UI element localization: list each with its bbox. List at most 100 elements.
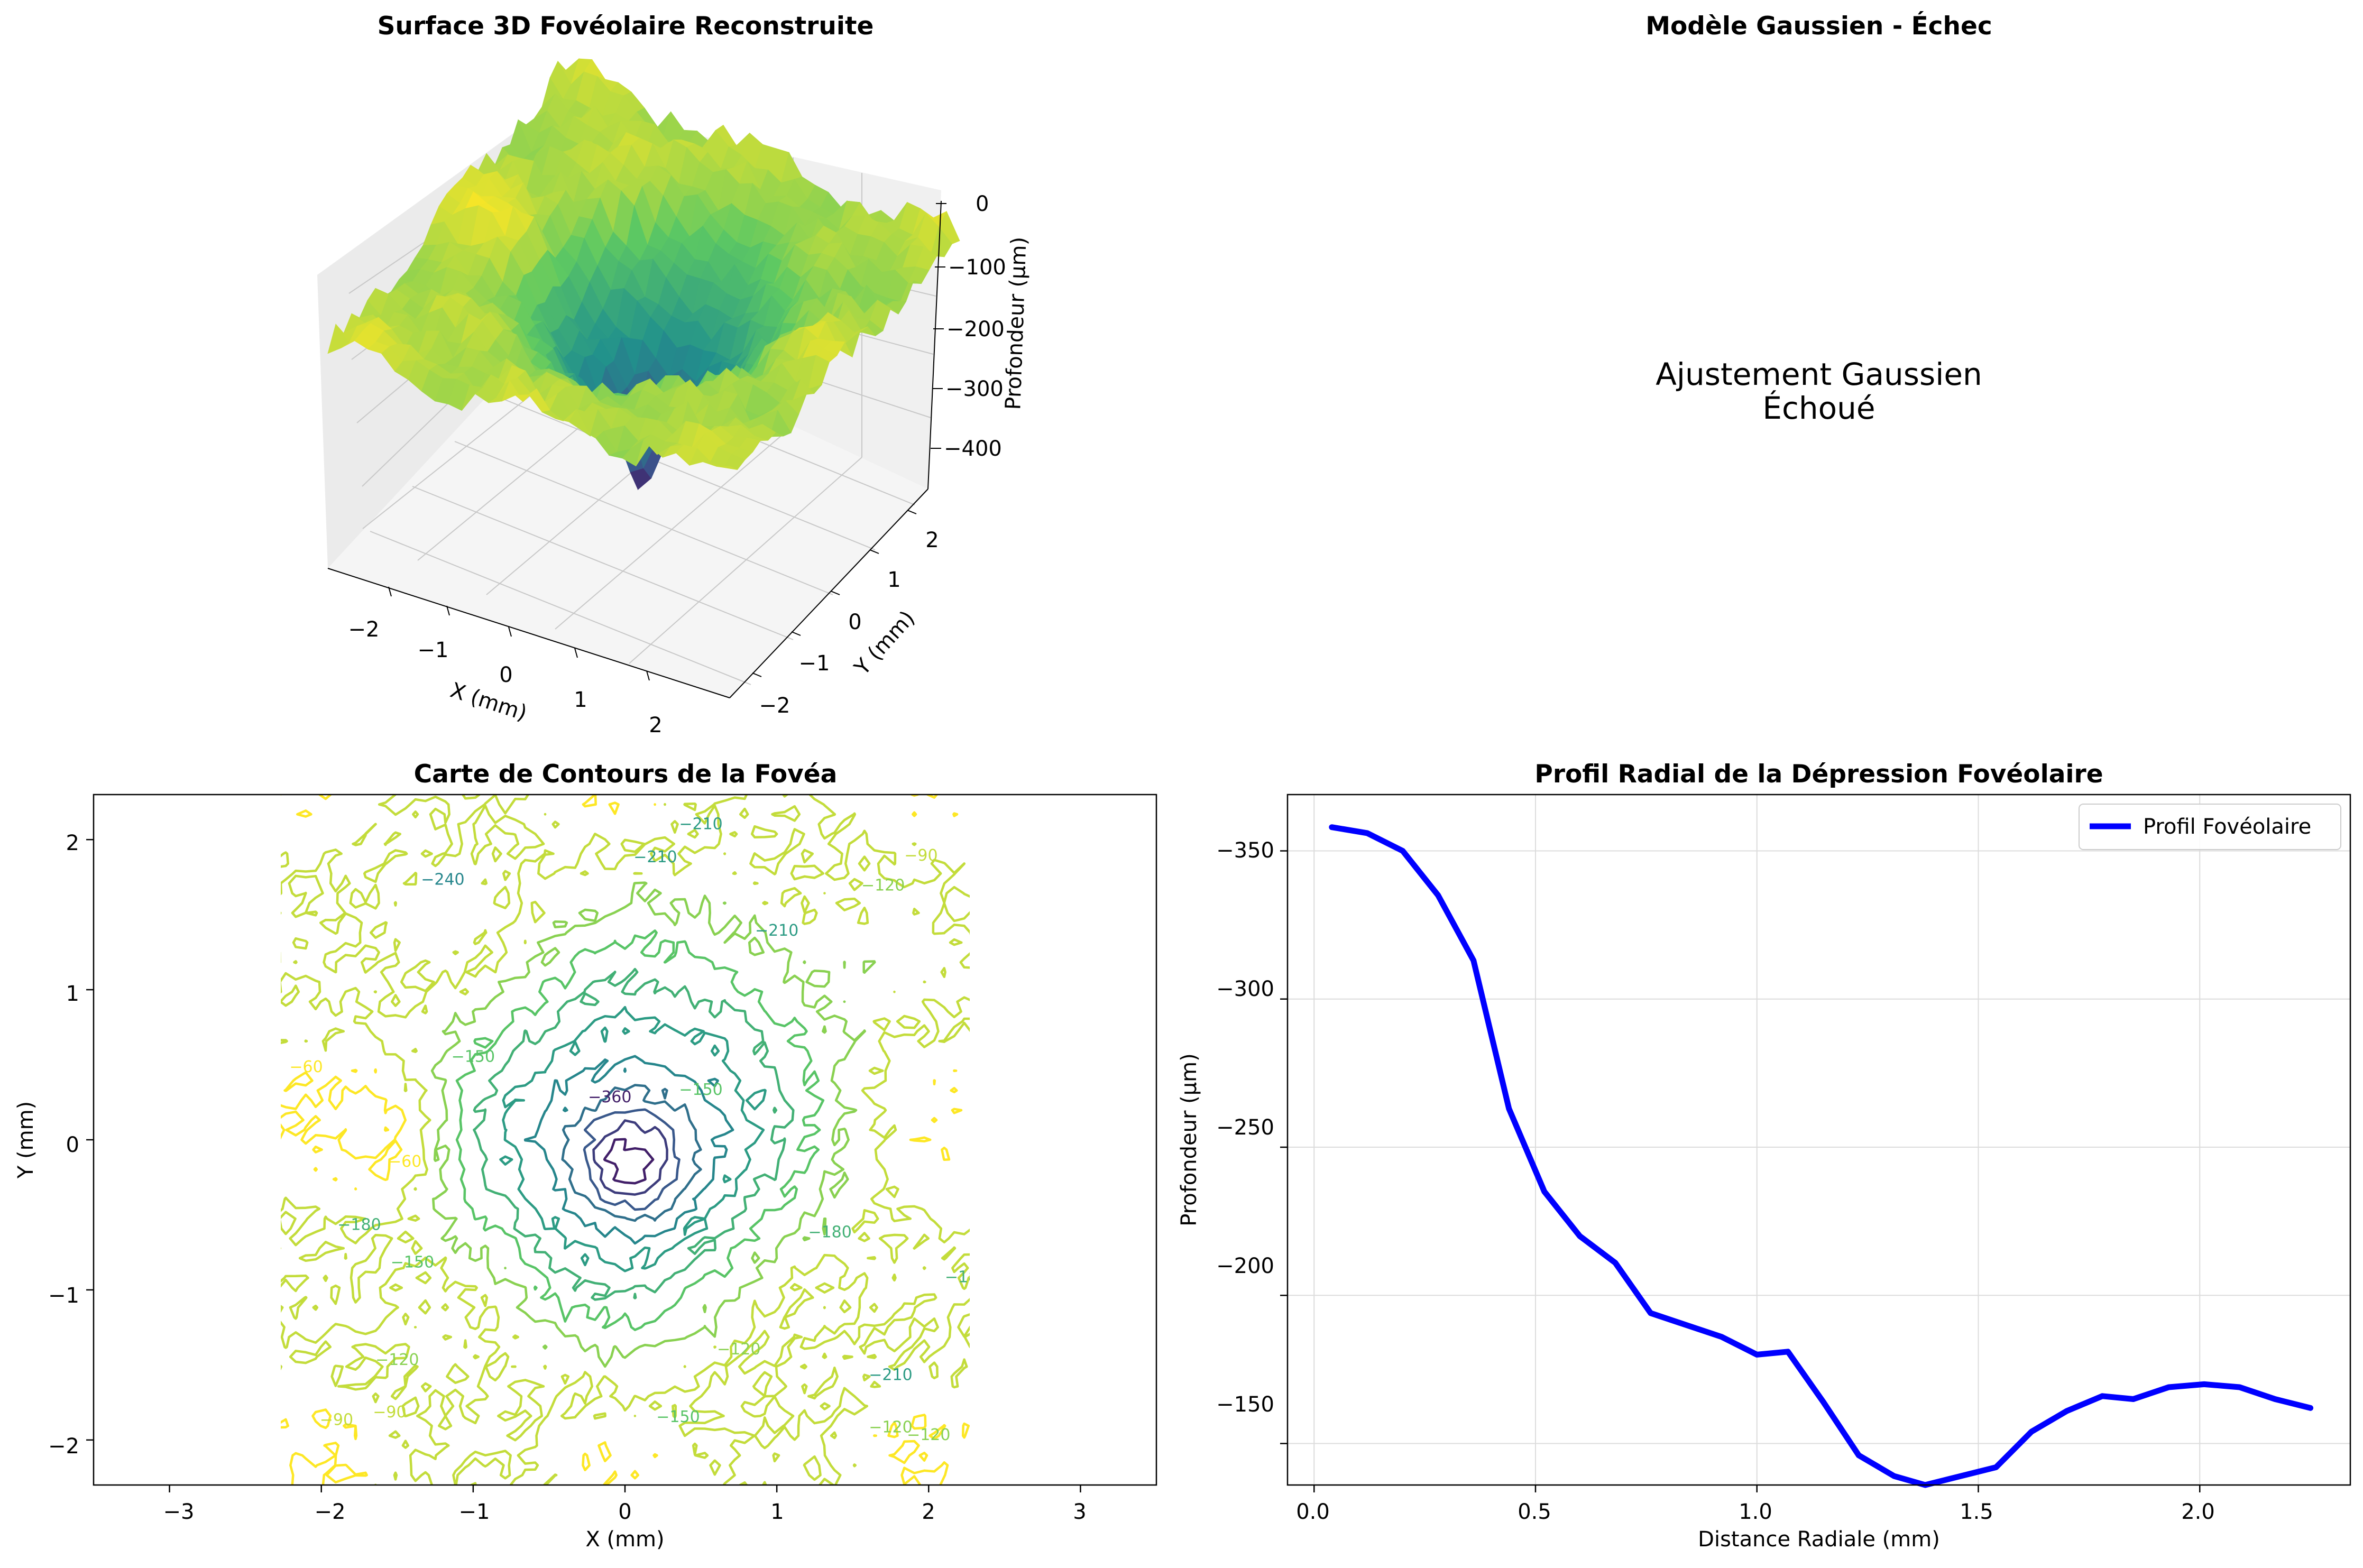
- contour-label: −210: [679, 815, 722, 833]
- contour-ticks: [86, 838, 1081, 1492]
- profile-ytick: −150: [1216, 1392, 1274, 1417]
- contour-label: −120: [717, 1340, 760, 1359]
- contour-label: −180: [945, 1268, 988, 1287]
- gaussian-panel: Modèle Gaussien - Échec Ajustement Gauss…: [1645, 12, 1992, 426]
- surface3d-xtick: 2: [649, 713, 662, 737]
- surface3d-ytick: 0: [848, 610, 861, 634]
- contour-label: −210: [869, 1366, 912, 1384]
- contour-ytick: −2: [48, 1434, 79, 1459]
- profile-frame: [1286, 794, 2351, 1486]
- contour-label: −120: [907, 1426, 950, 1444]
- contour-xtick: 3: [1073, 1500, 1086, 1524]
- contour-label: −150: [656, 1408, 700, 1426]
- contour-label: −90: [373, 1403, 406, 1422]
- contour-label: −120: [869, 1418, 912, 1437]
- surface3d-xtick: 1: [574, 688, 587, 712]
- surface3d-panel: Surface 3D Fovéolaire Reconstruite: [317, 12, 1032, 737]
- surface3d-mesh: [327, 58, 960, 491]
- contour-xtick: −3: [163, 1500, 195, 1524]
- contour-label: −210: [633, 848, 677, 866]
- contour-label: −120: [861, 877, 905, 895]
- contour-ytick: 2: [66, 831, 79, 855]
- contour-level-line: [523, 1055, 734, 1245]
- surface3d-ztick: −100: [948, 255, 1006, 280]
- contour-level-line: [473, 967, 795, 1301]
- profile-xtick: 0.5: [1518, 1500, 1551, 1524]
- contour-label: −240: [421, 870, 464, 889]
- profile-title: Profil Radial de la Dépression Fovéolair…: [1534, 760, 2103, 789]
- contour-label: −150: [452, 1047, 495, 1066]
- gaussian-message-line: Échoué: [1762, 390, 1875, 426]
- contour-label: −60: [289, 1058, 323, 1076]
- profile-series-line: [1329, 824, 2314, 1488]
- contour-ytick: −1: [48, 1284, 79, 1308]
- surface-facet: [716, 466, 738, 470]
- profile-ytick: −300: [1216, 977, 1274, 1001]
- contour-xlabel: X (mm): [585, 1527, 664, 1552]
- contour-ytick: 1: [66, 982, 79, 1006]
- contour-label: −210: [755, 921, 798, 940]
- profile-ytick: −200: [1216, 1254, 1274, 1278]
- surface3d-xtick: −2: [348, 617, 380, 642]
- contour-level-line: [561, 1084, 702, 1222]
- surface3d-ztick: −400: [944, 437, 1002, 461]
- contour-label: −150: [679, 1081, 722, 1099]
- surface3d-title: Surface 3D Fovéolaire Reconstruite: [378, 12, 874, 41]
- profile-points: [1331, 827, 2311, 1486]
- contour-level-line: [603, 1138, 655, 1185]
- profile-ytick: −350: [1216, 838, 1274, 863]
- contour-label: −120: [375, 1351, 419, 1369]
- contour-level-line: [430, 881, 876, 1368]
- profile-legend: Profil Fovéolaire: [2079, 804, 2341, 850]
- contour-level-line: [281, 795, 970, 1485]
- surface3d-ytick: −2: [759, 694, 790, 718]
- contour-level-line: [592, 1119, 668, 1196]
- contour-xtick: 1: [770, 1500, 784, 1524]
- gaussian-title: Modèle Gaussien - Échec: [1645, 12, 1992, 41]
- contour-xtick: −1: [459, 1500, 490, 1524]
- surface3d-zlabel: Profondeur (µm): [1001, 236, 1031, 410]
- contour-label: −90: [904, 846, 937, 865]
- surface3d-xtick: −1: [418, 638, 449, 662]
- surface3d-ztick: 0: [976, 192, 989, 216]
- surface3d-xtick: 0: [499, 663, 512, 687]
- contour-level-line: [455, 929, 825, 1331]
- contour-label: −60: [388, 1152, 421, 1171]
- profile-panel: Profil Radial de la Dépression Fovéolair…: [1177, 760, 2351, 1552]
- profile-xtick: 1.0: [1739, 1500, 1772, 1524]
- contour-label: −180: [337, 1215, 381, 1234]
- surface3d-axes: [327, 200, 942, 698]
- profile-xtick: 2.0: [2181, 1500, 2215, 1524]
- contour-ylabel: Y (mm): [14, 1101, 38, 1179]
- contour-label: −150: [391, 1253, 434, 1271]
- legend-box: [2079, 804, 2341, 850]
- profile-ylabel: Profondeur (µm): [1177, 1053, 1201, 1226]
- profile-ytick: −250: [1216, 1115, 1274, 1140]
- profile-grid: [1288, 795, 2350, 1485]
- contour-level-line: [499, 1006, 767, 1272]
- profile-ticks: [1280, 850, 2201, 1492]
- profile-xtick: 1.5: [1960, 1500, 1993, 1524]
- contour-level-line: [281, 795, 970, 1485]
- surface3d-ztick: −200: [946, 317, 1005, 342]
- contour-label: −90: [320, 1410, 353, 1429]
- contour-title: Carte de Contours de la Fovéa: [414, 760, 838, 789]
- surface3d-ticks: [388, 203, 946, 681]
- contour-xtick: 0: [618, 1500, 631, 1524]
- contour-ytick: 0: [66, 1133, 79, 1157]
- profile-xlabel: Distance Radiale (mm): [1698, 1527, 1940, 1552]
- legend-label: Profil Fovéolaire: [2143, 815, 2311, 839]
- contour-xtick: −2: [315, 1500, 346, 1524]
- contour-lines: [281, 795, 970, 1485]
- surface3d-ytick: −1: [799, 651, 830, 676]
- contour-label: −360: [588, 1088, 631, 1106]
- contour-labels: −210−210−210−240−90−120−60−60−150−360 −15…: [289, 815, 988, 1444]
- contour-xtick: 2: [922, 1500, 935, 1524]
- surface3d-xlabel: X (mm): [447, 678, 530, 726]
- profile-xtick: 0.0: [1296, 1500, 1330, 1524]
- surface3d-ztick: −300: [945, 377, 1004, 401]
- surface3d-pane-floor: [328, 317, 928, 698]
- surface3d-ytick: 1: [887, 568, 900, 592]
- gaussian-message-line: Ajustement Gaussien: [1656, 356, 1982, 392]
